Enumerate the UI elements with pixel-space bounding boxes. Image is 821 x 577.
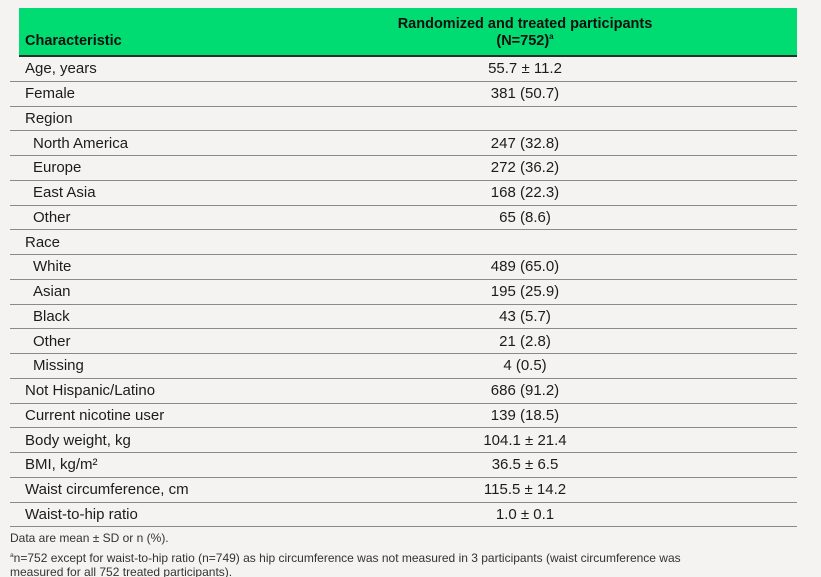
- row-label: East Asia: [33, 184, 96, 202]
- row-value: 272 (36.2): [490, 159, 560, 177]
- row-value: 168 (22.3): [490, 184, 560, 202]
- row-value: 686 (91.2): [490, 382, 560, 400]
- row-label: Missing: [33, 357, 84, 375]
- row-value: 1.0 ± 0.1: [495, 505, 555, 523]
- row-value: 21 (2.8): [499, 332, 551, 350]
- row-value: 65 (8.6): [499, 208, 551, 226]
- row-label: Current nicotine user: [25, 406, 165, 424]
- row-label: BMI, kg/m²: [25, 456, 98, 474]
- row-label: Waist-to-hip ratio: [25, 505, 138, 523]
- table-row: White 489 (65.0): [10, 255, 797, 280]
- row-label: Asian: [33, 283, 71, 301]
- table-row: Waist circumference, cm 115.5 ± 14.2: [10, 478, 797, 503]
- table-row: Not Hispanic/Latino 686 (91.2): [10, 379, 797, 404]
- row-label: Race: [25, 233, 61, 251]
- row-value: 247 (32.8): [490, 134, 560, 152]
- header-group-column: Randomized and treated participants (N=7…: [253, 8, 797, 55]
- footnote-a: an=752 except for waist-to-hip ratio (n=…: [10, 551, 700, 577]
- header-characteristic-label: Characteristic: [25, 33, 122, 49]
- row-label: Black: [33, 307, 70, 325]
- row-label: White: [33, 258, 72, 276]
- header-group-n: (N=752)a: [253, 33, 797, 50]
- row-value: 115.5 ± 14.2: [483, 481, 567, 499]
- table-footnotes: Data are mean ± SD or n (%). an=752 exce…: [10, 531, 797, 577]
- header-group-title: Randomized and treated participants: [397, 16, 653, 32]
- row-label: North America: [33, 134, 129, 152]
- header-footnote-marker: a: [549, 32, 554, 42]
- row-label: Europe: [33, 159, 82, 177]
- table-row: Body weight, kg 104.1 ± 21.4: [10, 428, 797, 453]
- row-value: 489 (65.0): [490, 258, 560, 276]
- row-value: 381 (50.7): [490, 85, 560, 103]
- row-label: Region: [25, 109, 73, 127]
- table-row: Other 65 (8.6): [10, 206, 797, 231]
- row-label: Other: [33, 332, 71, 350]
- table-header: Characteristic Randomized and treated pa…: [19, 8, 797, 57]
- row-value: 4 (0.5): [503, 357, 547, 375]
- table-row: Europe 272 (36.2): [10, 156, 797, 181]
- header-group-n-value: (N=752): [496, 33, 550, 49]
- row-value: 36.5 ± 6.5: [491, 456, 559, 474]
- row-value: 43 (5.7): [499, 307, 551, 325]
- footnote-data-definition: Data are mean ± SD or n (%).: [10, 531, 169, 546]
- table-row: Region: [10, 107, 797, 132]
- table-row: Asian 195 (25.9): [10, 280, 797, 305]
- row-value: 55.7 ± 11.2: [488, 60, 562, 78]
- table-row: North America 247 (32.8): [10, 131, 797, 156]
- table-row: Missing 4 (0.5): [10, 354, 797, 379]
- footnote-a-marker: a: [10, 552, 14, 560]
- row-value: 104.1 ± 21.4: [483, 431, 567, 449]
- row-label: Body weight, kg: [25, 431, 131, 449]
- table-row: Female 381 (50.7): [10, 82, 797, 107]
- table-row: Age, years 55.7 ± 11.2: [10, 57, 797, 82]
- table-body: Age, years 55.7 ± 11.2 Female 381 (50.7) Reg…: [10, 57, 797, 528]
- row-label: Age, years: [25, 60, 97, 78]
- row-label: Waist circumference, cm: [25, 481, 189, 499]
- table-row: Other 21 (2.8): [10, 329, 797, 354]
- row-label: Not Hispanic/Latino: [25, 382, 156, 400]
- footnote-a-text: n=752 except for waist-to-hip ratio (n=7…: [10, 551, 681, 577]
- table-row: BMI, kg/m² 36.5 ± 6.5: [10, 453, 797, 478]
- table-row: Black 43 (5.7): [10, 305, 797, 330]
- table-row: East Asia 168 (22.3): [10, 181, 797, 206]
- table-row: Waist-to-hip ratio 1.0 ± 0.1: [10, 503, 797, 528]
- row-value: 139 (18.5): [490, 406, 560, 424]
- table-row: Current nicotine user 139 (18.5): [10, 404, 797, 429]
- row-label: Female: [25, 85, 76, 103]
- row-value: 195 (25.9): [490, 283, 560, 301]
- row-label: Other: [33, 208, 71, 226]
- table-row: Race: [10, 230, 797, 255]
